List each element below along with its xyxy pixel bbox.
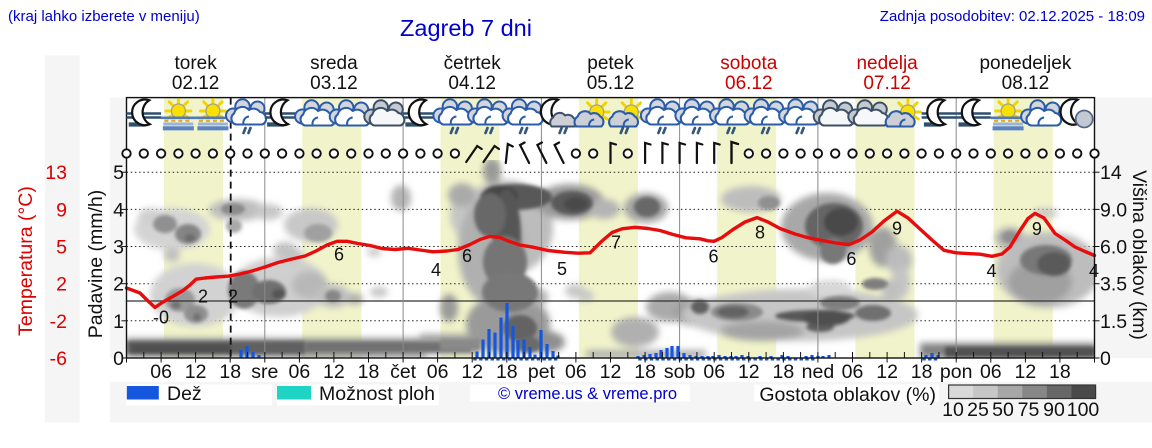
svg-text:4: 4 <box>986 261 996 281</box>
svg-text:9: 9 <box>56 199 67 221</box>
svg-text:2: 2 <box>228 287 238 307</box>
svg-text:torek: torek <box>174 53 217 74</box>
svg-text:07.12: 07.12 <box>863 73 911 94</box>
svg-text:90: 90 <box>1043 399 1065 421</box>
svg-text:5: 5 <box>113 162 124 184</box>
svg-text:Zagreb 7 dni: Zagreb 7 dni <box>400 15 532 41</box>
svg-text:© vreme.us & vreme.pro: © vreme.us & vreme.pro <box>498 385 677 403</box>
svg-text:Višina oblakov (km): Višina oblakov (km) <box>1128 170 1150 340</box>
svg-text:petek: petek <box>587 53 634 74</box>
svg-text:50: 50 <box>992 399 1014 421</box>
svg-text:5: 5 <box>56 237 67 259</box>
svg-text:6: 6 <box>334 245 344 265</box>
svg-text:100: 100 <box>1067 399 1100 421</box>
svg-text:7: 7 <box>611 233 621 253</box>
svg-text:12: 12 <box>600 361 622 383</box>
svg-text:12: 12 <box>738 361 760 383</box>
svg-text:03.12: 03.12 <box>310 73 358 94</box>
svg-text:-6: -6 <box>50 348 67 370</box>
svg-text:0: 0 <box>1100 348 1111 370</box>
svg-text:18: 18 <box>634 361 656 383</box>
svg-text:12: 12 <box>1015 361 1037 383</box>
svg-text:12: 12 <box>323 361 345 383</box>
svg-text:ned: ned <box>802 361 835 383</box>
svg-text:04.12: 04.12 <box>448 73 496 94</box>
svg-text:0: 0 <box>113 348 124 370</box>
svg-text:06: 06 <box>842 361 864 383</box>
svg-text:18: 18 <box>219 361 241 383</box>
svg-text:6: 6 <box>846 249 856 269</box>
svg-text:18: 18 <box>496 361 518 383</box>
svg-text:06: 06 <box>150 361 172 383</box>
svg-text:-0: -0 <box>153 308 169 328</box>
svg-text:08.12: 08.12 <box>1002 73 1050 94</box>
svg-text:nedelja: nedelja <box>856 53 918 74</box>
svg-text:čet: čet <box>390 361 417 383</box>
svg-text:12: 12 <box>876 361 898 383</box>
svg-text:06: 06 <box>565 361 587 383</box>
svg-text:Gostota oblakov (%): Gostota oblakov (%) <box>759 384 936 406</box>
svg-text:9: 9 <box>892 218 902 238</box>
svg-text:2: 2 <box>56 274 67 296</box>
svg-text:3.5: 3.5 <box>1100 274 1127 296</box>
svg-text:12: 12 <box>461 361 483 383</box>
svg-text:25: 25 <box>967 399 989 421</box>
svg-text:sob: sob <box>664 361 696 383</box>
svg-text:06.12: 06.12 <box>725 73 773 94</box>
svg-text:18: 18 <box>1049 361 1071 383</box>
svg-text:6.0: 6.0 <box>1100 237 1127 259</box>
svg-text:2: 2 <box>113 274 124 296</box>
svg-text:18: 18 <box>358 361 380 383</box>
svg-text:3: 3 <box>113 237 124 259</box>
svg-text:6: 6 <box>462 246 472 266</box>
svg-text:Temperatura (°C): Temperatura (°C) <box>15 186 37 336</box>
svg-text:13: 13 <box>45 162 67 184</box>
svg-text:5: 5 <box>557 259 567 279</box>
svg-text:06: 06 <box>427 361 449 383</box>
svg-text:4: 4 <box>113 199 124 221</box>
svg-text:Padavine (mm/h): Padavine (mm/h) <box>85 190 107 338</box>
svg-text:-2: -2 <box>50 311 67 333</box>
svg-text:06: 06 <box>289 361 311 383</box>
svg-text:pet: pet <box>528 361 556 383</box>
svg-text:02.12: 02.12 <box>172 73 220 94</box>
svg-text:sreda: sreda <box>310 53 358 74</box>
svg-text:2: 2 <box>198 287 208 307</box>
svg-text:05.12: 05.12 <box>587 73 635 94</box>
svg-text:9: 9 <box>1032 219 1042 239</box>
svg-text:4: 4 <box>431 260 441 280</box>
svg-text:6: 6 <box>708 246 718 266</box>
svg-text:četrtek: četrtek <box>444 53 502 74</box>
svg-text:Dež: Dež <box>167 383 202 405</box>
svg-text:06: 06 <box>703 361 725 383</box>
svg-text:Zadnja posodobitev: 02.12.2025: Zadnja posodobitev: 02.12.2025 - 18:09 <box>880 8 1145 25</box>
svg-text:sobota: sobota <box>720 53 777 74</box>
svg-text:Možnost ploh: Možnost ploh <box>319 383 435 405</box>
svg-text:14: 14 <box>1100 162 1122 184</box>
svg-text:75: 75 <box>1018 399 1040 421</box>
svg-text:18: 18 <box>911 361 933 383</box>
svg-text:06: 06 <box>980 361 1002 383</box>
svg-text:8: 8 <box>755 223 765 243</box>
svg-text:sre: sre <box>251 361 278 383</box>
svg-text:10: 10 <box>942 399 964 421</box>
svg-text:1.5: 1.5 <box>1100 311 1127 333</box>
svg-text:1: 1 <box>113 311 124 333</box>
svg-text:(kraj lahko izberete v meniju): (kraj lahko izberete v meniju) <box>8 8 200 25</box>
svg-text:9.0: 9.0 <box>1100 199 1127 221</box>
svg-text:12: 12 <box>185 361 207 383</box>
svg-text:18: 18 <box>773 361 795 383</box>
svg-text:pon: pon <box>940 361 973 383</box>
svg-text:ponedeljek: ponedeljek <box>979 53 1071 74</box>
